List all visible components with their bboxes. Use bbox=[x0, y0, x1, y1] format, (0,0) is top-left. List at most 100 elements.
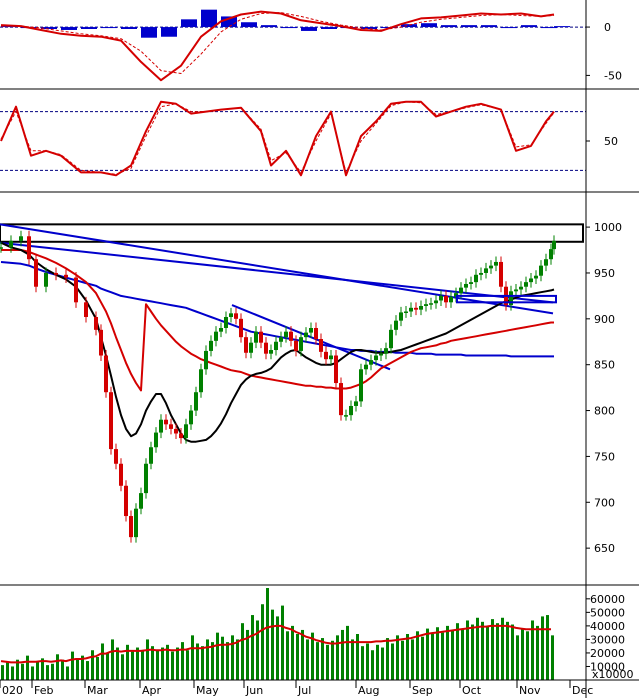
price-bar bbox=[324, 351, 328, 360]
macd-histogram-bar bbox=[361, 27, 377, 29]
price-bar bbox=[349, 405, 353, 416]
macd-histogram-bar bbox=[221, 16, 237, 28]
price-bar bbox=[509, 291, 513, 306]
price-bar bbox=[244, 337, 248, 353]
volume-bar bbox=[271, 609, 274, 680]
volume-bar bbox=[186, 650, 189, 680]
macd-histogram-bar bbox=[181, 19, 197, 28]
price-bar bbox=[224, 316, 228, 329]
price-bar bbox=[414, 307, 418, 310]
price-bar bbox=[194, 392, 198, 411]
price-bar bbox=[424, 304, 428, 306]
volume-bar bbox=[346, 625, 349, 680]
volume-bar bbox=[386, 638, 389, 680]
macd-histogram-bar bbox=[554, 26, 570, 28]
price-bar bbox=[204, 350, 208, 370]
volume-bar bbox=[61, 659, 64, 680]
volume-bar bbox=[121, 654, 124, 680]
volume-bar bbox=[486, 625, 489, 680]
volume-bar bbox=[326, 644, 329, 680]
price-bar bbox=[434, 300, 438, 304]
volume-bar bbox=[196, 643, 199, 680]
volume-bar bbox=[511, 624, 514, 680]
price-bar bbox=[429, 303, 433, 305]
price-bar bbox=[84, 302, 88, 317]
price-bar bbox=[419, 305, 423, 310]
mid-ma-line bbox=[1, 249, 554, 392]
price-bar bbox=[319, 339, 323, 352]
volume-bar bbox=[301, 629, 304, 680]
macd-histogram-bar bbox=[241, 22, 257, 28]
volume-ma-line bbox=[0, 624, 551, 664]
price-bar bbox=[94, 316, 98, 330]
volume-bar bbox=[176, 647, 179, 680]
volume-bar bbox=[91, 650, 94, 680]
volume-bar bbox=[116, 647, 119, 680]
price-y-tick-label: 750 bbox=[594, 450, 615, 463]
volume-bar bbox=[141, 650, 144, 680]
volume-bar bbox=[241, 623, 244, 680]
macd-histogram-bar bbox=[521, 25, 537, 28]
stochastic-d-line bbox=[0, 101, 555, 175]
price-bar bbox=[279, 337, 283, 342]
volume-bar bbox=[251, 615, 254, 680]
volume-y-tick-label: 30000 bbox=[590, 633, 625, 646]
macd-panel: 0 -50 bbox=[0, 9, 622, 82]
volume-bar bbox=[296, 634, 299, 680]
volume-bar bbox=[66, 666, 69, 680]
volume-bar bbox=[381, 647, 384, 680]
volume-bar bbox=[366, 643, 369, 680]
volume-bar bbox=[281, 605, 284, 680]
price-bar bbox=[189, 410, 193, 425]
macd-histogram-bar bbox=[541, 27, 557, 29]
volume-bar bbox=[321, 638, 324, 680]
volume-bar bbox=[436, 627, 439, 680]
macd-histogram-bar bbox=[161, 27, 177, 37]
volume-bar bbox=[491, 619, 494, 680]
volume-bar bbox=[311, 632, 314, 680]
price-bar bbox=[274, 341, 278, 351]
price-bar bbox=[9, 240, 13, 248]
price-bar bbox=[549, 249, 553, 260]
volume-bar bbox=[396, 635, 399, 680]
price-bar bbox=[0, 247, 3, 249]
price-bar bbox=[514, 289, 518, 292]
price-bar bbox=[234, 313, 238, 319]
volume-bar bbox=[171, 651, 174, 680]
price-bar bbox=[164, 419, 168, 425]
volume-bar bbox=[126, 644, 129, 680]
price-bar bbox=[119, 463, 123, 486]
x-tick-label: Aug bbox=[358, 684, 379, 697]
price-bar bbox=[214, 331, 218, 341]
price-bar bbox=[264, 342, 268, 354]
price-bar bbox=[369, 360, 373, 365]
price-bar bbox=[249, 342, 253, 353]
price-bar bbox=[54, 272, 58, 275]
macd-histogram-bar bbox=[261, 25, 277, 28]
price-bar bbox=[174, 428, 178, 434]
price-bar bbox=[314, 328, 318, 340]
price-y-tick-label: 700 bbox=[594, 496, 615, 509]
volume-bar bbox=[36, 661, 39, 680]
volume-bar bbox=[526, 631, 529, 680]
price-bar bbox=[139, 493, 143, 509]
resistance-zone-box bbox=[0, 223, 584, 243]
volume-bar bbox=[106, 652, 109, 680]
volume-bar bbox=[411, 639, 414, 680]
volume-bar bbox=[516, 635, 519, 680]
volume-bar bbox=[96, 657, 99, 680]
price-bar bbox=[552, 240, 556, 250]
price-y-tick-label: 650 bbox=[594, 542, 615, 555]
price-bar bbox=[334, 355, 338, 384]
price-bar bbox=[339, 383, 343, 416]
volume-y-tick-label: 60000 bbox=[590, 593, 625, 606]
volume-bar bbox=[136, 647, 139, 680]
volume-bar bbox=[371, 650, 374, 680]
macd-histogram-bar bbox=[421, 23, 437, 28]
price-bar bbox=[329, 355, 333, 360]
x-tick-label: Feb bbox=[34, 684, 53, 697]
volume-bar bbox=[441, 632, 444, 680]
x-tick-label: Sep bbox=[412, 684, 433, 697]
